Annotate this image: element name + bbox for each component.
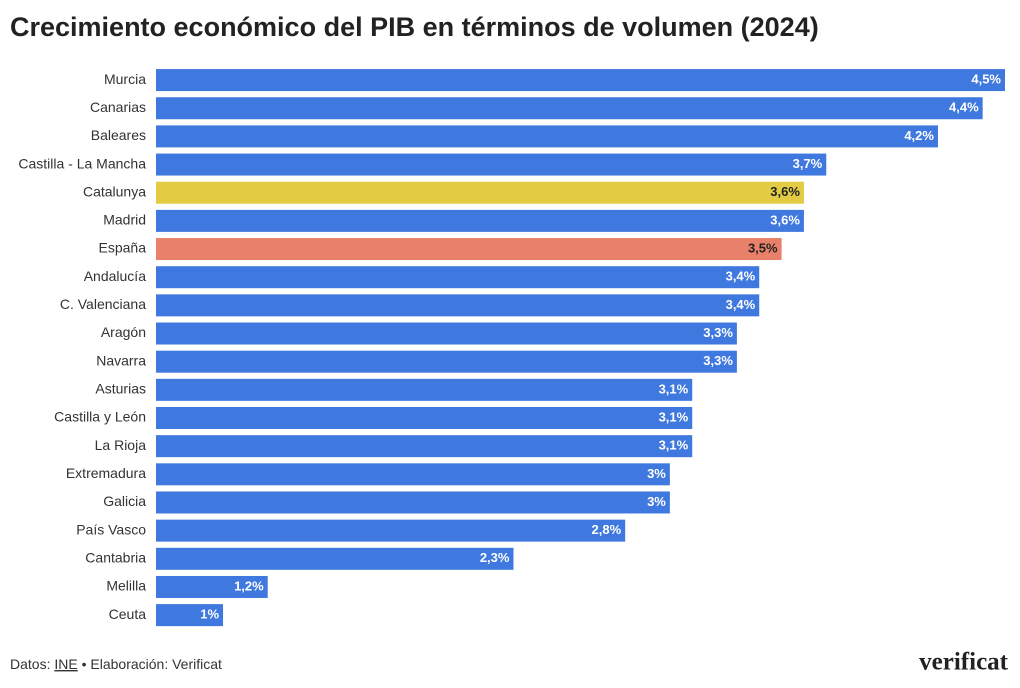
bar bbox=[156, 153, 827, 176]
y-tick-label: País Vasco bbox=[76, 521, 146, 537]
bar bbox=[156, 209, 804, 232]
y-tick-label: Castilla y León bbox=[54, 409, 146, 425]
bar bbox=[156, 519, 626, 542]
value-label: 2,8% bbox=[592, 522, 622, 537]
y-tick-label: Cantabria bbox=[85, 550, 146, 566]
bar bbox=[156, 350, 737, 373]
y-tick-label: Baleares bbox=[91, 127, 146, 143]
bar bbox=[156, 294, 760, 317]
value-label: 4,5% bbox=[971, 72, 1001, 87]
value-label: 3,7% bbox=[793, 156, 823, 171]
bar bbox=[156, 575, 268, 598]
y-tick-label: Castilla - La Mancha bbox=[18, 155, 146, 171]
value-label: 3% bbox=[647, 494, 666, 509]
y-tick-label: Canarias bbox=[90, 99, 146, 115]
bar bbox=[156, 604, 224, 627]
bar bbox=[156, 463, 670, 486]
value-label: 4,2% bbox=[904, 128, 934, 143]
value-label: 1,2% bbox=[234, 578, 264, 593]
source-note: Datos: INE • Elaboración: Verificat bbox=[10, 656, 222, 672]
value-label: 3,4% bbox=[726, 269, 756, 284]
bar bbox=[156, 181, 804, 204]
bar bbox=[156, 407, 693, 429]
y-tick-label: La Rioja bbox=[95, 437, 147, 453]
value-label: 3,4% bbox=[726, 297, 756, 312]
source-prefix: Datos: bbox=[10, 656, 50, 672]
bar bbox=[156, 378, 693, 401]
y-tick-label: Extremadura bbox=[66, 465, 146, 481]
bar bbox=[156, 491, 670, 514]
y-tick-label: Aragón bbox=[101, 324, 146, 340]
value-label: 4,4% bbox=[949, 100, 979, 115]
value-label: 3,1% bbox=[659, 409, 689, 424]
source-credit: • Elaboración: Verificat bbox=[82, 656, 222, 672]
value-label: 1% bbox=[200, 607, 219, 622]
logo: verificat bbox=[919, 649, 1009, 676]
value-label: 3,3% bbox=[703, 325, 733, 340]
bar bbox=[156, 69, 1005, 92]
y-tick-label: Andalucía bbox=[84, 268, 146, 284]
value-label: 3,5% bbox=[748, 240, 778, 255]
bar bbox=[156, 97, 983, 120]
y-tick-label: Madrid bbox=[103, 212, 146, 228]
y-tick-label: Ceuta bbox=[109, 606, 147, 622]
value-label: 3% bbox=[647, 466, 666, 481]
bar bbox=[156, 266, 760, 289]
y-tick-label: Melilla bbox=[106, 578, 146, 594]
bar bbox=[156, 238, 782, 261]
value-label: 3,3% bbox=[703, 353, 733, 368]
source-link[interactable]: INE bbox=[54, 656, 77, 672]
value-label: 3,1% bbox=[659, 438, 689, 453]
y-tick-label: Navarra bbox=[96, 352, 146, 368]
bar bbox=[156, 322, 737, 345]
y-tick-label: Catalunya bbox=[83, 183, 146, 199]
bar bbox=[156, 435, 693, 458]
value-label: 3,1% bbox=[659, 381, 689, 396]
y-tick-label: Murcia bbox=[104, 71, 146, 87]
bar bbox=[156, 547, 514, 570]
bar bbox=[156, 125, 938, 148]
y-tick-label: España bbox=[99, 240, 147, 256]
value-label: 3,6% bbox=[770, 212, 800, 227]
y-tick-label: Galicia bbox=[103, 493, 146, 509]
chart-title: Crecimiento económico del PIB en término… bbox=[10, 12, 819, 42]
y-tick-label: C. Valenciana bbox=[60, 296, 146, 312]
value-label: 3,6% bbox=[770, 184, 800, 199]
y-tick-label: Asturias bbox=[95, 381, 146, 397]
value-label: 2,3% bbox=[480, 550, 510, 565]
